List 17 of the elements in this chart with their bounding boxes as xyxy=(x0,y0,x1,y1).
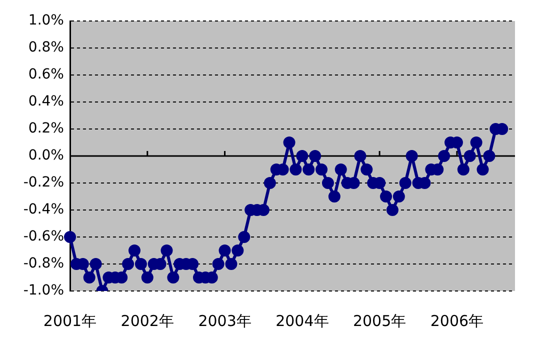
x-tick-label: 2004年 xyxy=(276,312,329,330)
x-tick-label: 2002年 xyxy=(120,312,174,330)
y-tick-label: 1.0% xyxy=(28,12,64,29)
x-tick-label: 2003年 xyxy=(198,312,252,330)
x-tick-label: 2006年 xyxy=(430,312,484,330)
x-tick-label: 2001年 xyxy=(43,312,97,330)
y-tick-label: 0.8% xyxy=(28,40,64,56)
x-tick-label: 2005年 xyxy=(352,312,406,330)
y-tick-label: -0.6% xyxy=(23,228,64,245)
y-tick-label: 0.4% xyxy=(28,94,64,110)
y-tick-label: -1.0% xyxy=(23,282,64,299)
y-tick-label: -0.8% xyxy=(23,256,64,272)
y-tick-label: 0.2% xyxy=(28,120,64,137)
y-tick-label: -0.4% xyxy=(23,202,64,218)
y-tick-label: 0.0% xyxy=(28,148,64,164)
y-tick-label: -0.2% xyxy=(23,174,64,191)
y-tick-label: 0.6% xyxy=(28,66,64,83)
